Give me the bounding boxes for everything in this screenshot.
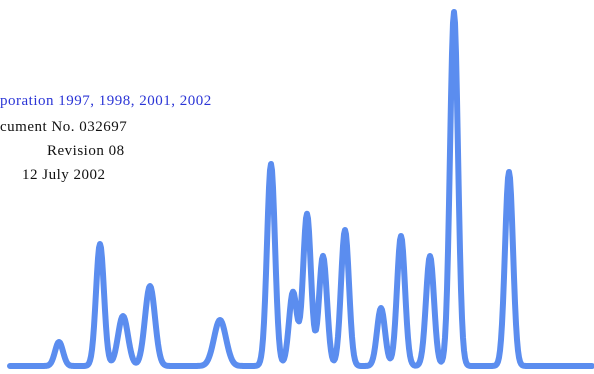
date-line: 12 July 2002 xyxy=(22,167,106,183)
document-number-line: cument No. 032697 xyxy=(0,119,128,135)
revision-line: Revision 08 xyxy=(47,143,125,159)
copyright-line: poration 1997, 1998, 2001, 2002 xyxy=(0,93,212,109)
peak-trace-line xyxy=(7,9,594,369)
